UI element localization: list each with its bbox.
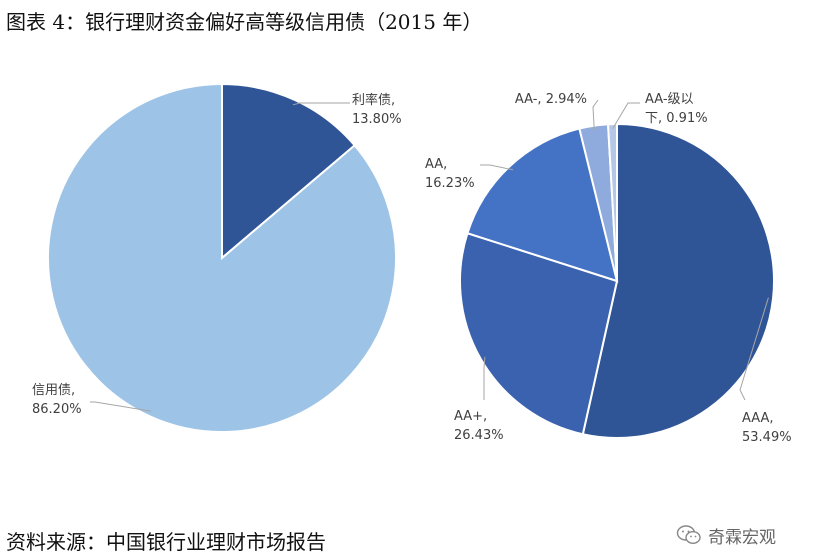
leader-line-0 (292, 102, 350, 106)
slice-label-3: AA-, 2.94% (515, 92, 587, 107)
slice-label-1: AA+, 26.43% (454, 409, 504, 443)
leader-line-4 (612, 102, 640, 130)
slice-label-0: 利率债, 13.80% (352, 92, 402, 127)
leader-line-0 (739, 297, 769, 401)
source-note: 资料来源：中国银行业理财市场报告 (6, 530, 326, 554)
pie-slice-1 (459, 231, 619, 436)
leader-line-1 (90, 401, 152, 412)
slice-label-1: 信用债, 86.20% (32, 383, 82, 417)
leader-line-1 (483, 356, 486, 400)
watermark: 奇霖宏观 (676, 520, 776, 550)
leader-line-3 (592, 99, 599, 131)
slice-label-0: AAA, 53.49% (742, 411, 792, 445)
pie-slice-0 (221, 82, 357, 261)
pie-chart-bond-type: 利率债, 13.80% 信用债, 86.20% (32, 82, 402, 433)
pie-slice-1 (46, 82, 397, 433)
leader-line-2 (480, 164, 514, 171)
slice-label-4: AA-级以下, 0.91% (645, 92, 708, 126)
pie-slice-4 (606, 122, 618, 282)
pie-slice-0 (581, 122, 775, 439)
wechat-icon (676, 525, 701, 545)
watermark-text: 奇霖宏观 (708, 527, 776, 548)
figure-title: 图表 4：银行理财资金偏好高等级信用债（2015 年） (6, 10, 483, 34)
pie-chart-credit-rating: AAA, 53.49% AA+, 26.43% AA, 16.23% AA-, 2.94% A… (425, 92, 792, 445)
slice-label-2: AA, 16.23% (425, 157, 475, 191)
pie-slice-2 (466, 127, 619, 283)
